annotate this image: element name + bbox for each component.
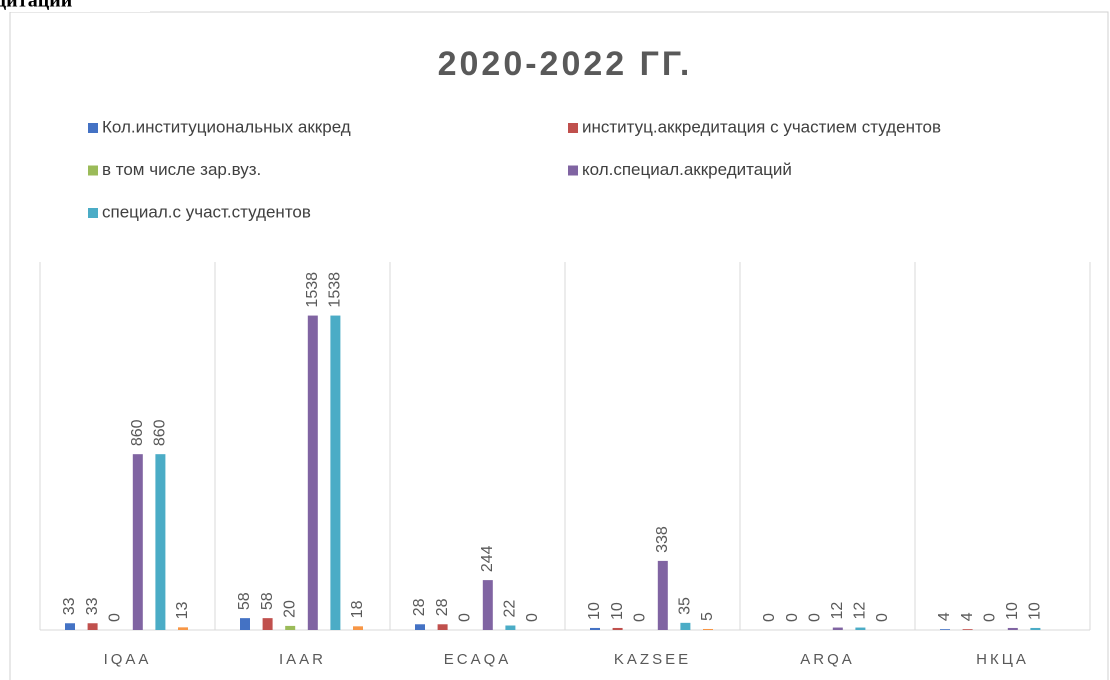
bar xyxy=(855,627,866,630)
data-label: 244 xyxy=(479,545,496,572)
data-label: 0 xyxy=(631,613,648,622)
bar xyxy=(832,627,843,630)
legend-swatch xyxy=(568,123,578,133)
bar xyxy=(65,623,75,630)
bar xyxy=(1030,627,1041,630)
data-label: 0 xyxy=(874,613,891,622)
data-label: 4 xyxy=(936,612,953,621)
x-tick-label: IQAA xyxy=(104,651,152,668)
data-label: 33 xyxy=(84,597,101,615)
bar xyxy=(285,625,296,630)
bar xyxy=(155,454,166,630)
legend-swatch xyxy=(88,123,98,133)
legend-label: Кол.институциональных аккред xyxy=(102,117,351,136)
bar xyxy=(590,627,600,630)
data-label: 10 xyxy=(586,602,603,620)
data-label: 0 xyxy=(106,613,123,622)
legend-label: институц.аккредитация с участием студент… xyxy=(582,117,941,136)
bar xyxy=(940,629,950,630)
bar xyxy=(178,627,188,630)
data-label: 20 xyxy=(281,600,298,618)
data-label: 0 xyxy=(981,613,998,622)
data-label: 13 xyxy=(174,601,191,619)
bar xyxy=(703,628,713,630)
data-label: 28 xyxy=(411,598,428,616)
bar xyxy=(330,315,341,630)
data-label: 0 xyxy=(784,613,801,622)
data-label: 12 xyxy=(829,602,846,620)
data-label: 10 xyxy=(1027,602,1044,620)
bar xyxy=(262,618,273,630)
bar xyxy=(307,315,318,630)
data-label: 5 xyxy=(699,612,716,621)
heading-bg xyxy=(0,0,150,12)
bar xyxy=(505,625,516,630)
legend-label: кол.специал.аккредитаций xyxy=(582,160,792,179)
x-tick-label: IAAR xyxy=(279,651,326,668)
bar xyxy=(132,454,143,630)
data-label: 4 xyxy=(959,612,976,621)
data-label: 860 xyxy=(152,419,169,446)
data-label: 0 xyxy=(456,613,473,622)
data-label: 12 xyxy=(852,602,869,620)
bar xyxy=(1007,627,1018,630)
data-label: 1538 xyxy=(304,272,321,308)
bar xyxy=(240,618,250,630)
data-label: 0 xyxy=(806,613,823,622)
legend-label: специал.с участ.студентов xyxy=(102,202,311,221)
data-label: 35 xyxy=(677,597,694,615)
chart-border xyxy=(9,11,1109,680)
x-tick-label: ARQA xyxy=(800,651,855,668)
data-label: 10 xyxy=(609,602,626,620)
bar xyxy=(962,629,973,630)
data-label: 58 xyxy=(236,592,253,610)
heading: дитации xyxy=(0,0,72,12)
legend-swatch xyxy=(88,165,98,176)
bar xyxy=(482,580,493,630)
data-label: 0 xyxy=(761,613,778,622)
bar xyxy=(437,624,448,630)
data-label: 28 xyxy=(434,598,451,616)
bar xyxy=(87,623,98,630)
data-label: 860 xyxy=(129,419,146,446)
x-tick-label: НКЦА xyxy=(976,651,1029,668)
legend-swatch xyxy=(568,165,578,176)
bar xyxy=(612,627,623,630)
data-label: 33 xyxy=(61,597,78,615)
bar xyxy=(353,626,363,630)
data-label: 18 xyxy=(349,600,366,618)
data-label: 0 xyxy=(524,613,541,622)
legend-label: в том числе зар.вуз. xyxy=(102,160,261,179)
bar xyxy=(415,624,425,630)
data-label: 338 xyxy=(654,526,671,553)
x-tick-label: KAZSEE xyxy=(614,651,691,668)
data-label: 22 xyxy=(502,600,519,618)
bar xyxy=(657,560,668,630)
chart-title: 2020-2022 ГГ. xyxy=(438,45,693,83)
legend-swatch xyxy=(88,208,98,218)
bar xyxy=(680,622,691,630)
data-label: 58 xyxy=(259,592,276,610)
data-label: 1538 xyxy=(327,272,344,308)
x-tick-label: ECAQA xyxy=(444,651,512,668)
data-label: 10 xyxy=(1004,602,1021,620)
